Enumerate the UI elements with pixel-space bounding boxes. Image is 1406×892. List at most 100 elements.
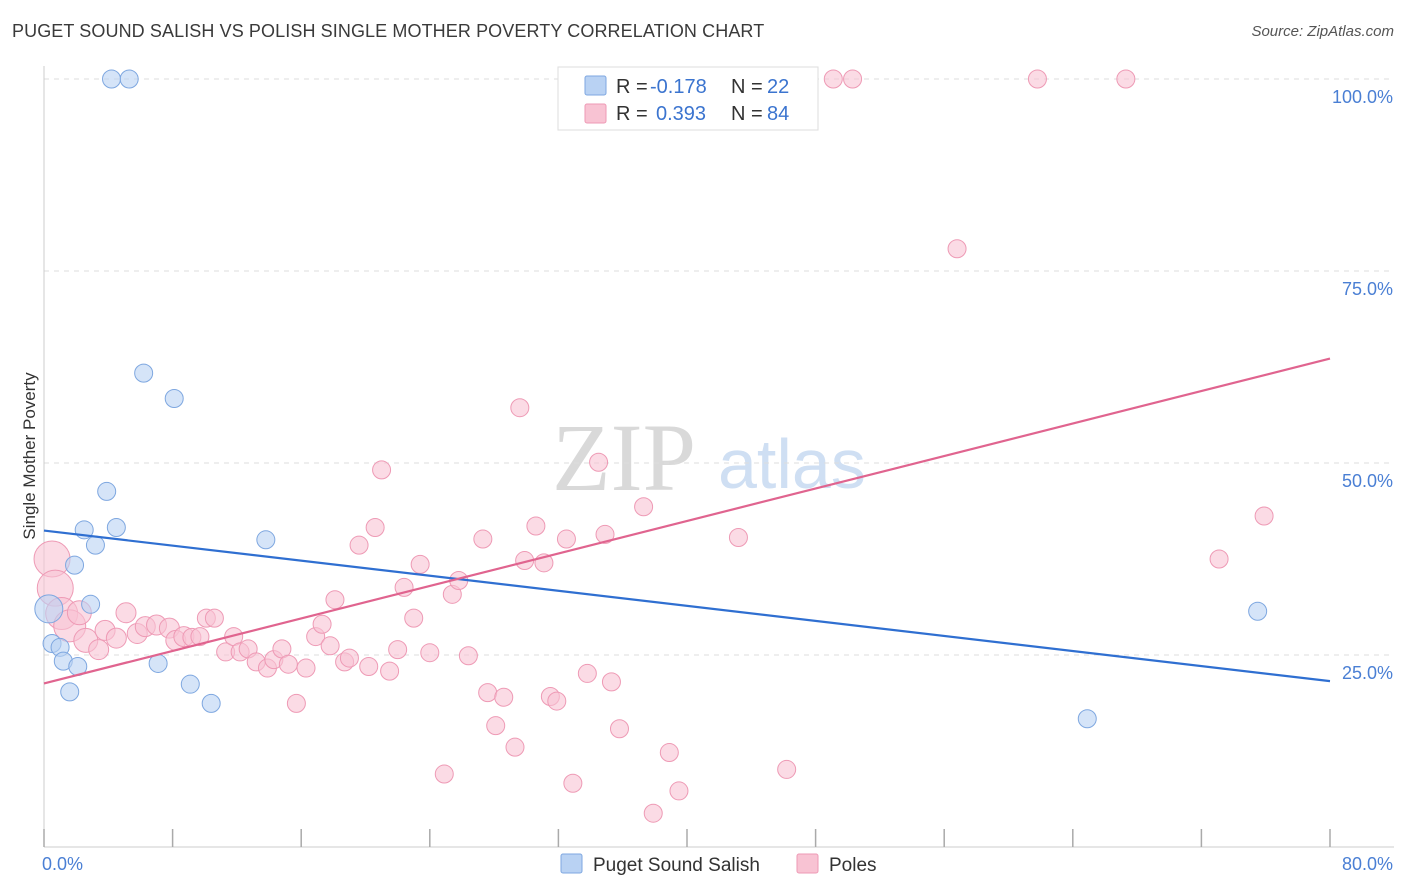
puget-sound-salish-point xyxy=(134,363,154,383)
poles-point xyxy=(473,529,493,549)
puget-sound-salish-point xyxy=(1077,709,1097,729)
poles-point xyxy=(359,657,379,677)
puget-sound-salish-point xyxy=(256,530,276,550)
y-tick-label: 25.0% xyxy=(1342,663,1393,683)
y-axis-label: Single Mother Poverty xyxy=(20,372,39,540)
puget-sound-salish-point xyxy=(34,594,64,624)
y-tick-label: 75.0% xyxy=(1342,279,1393,299)
poles-point xyxy=(494,687,514,707)
poles-point xyxy=(556,529,576,549)
poles-point xyxy=(947,239,967,259)
puget-sound-salish-point xyxy=(106,518,126,538)
legend-n-value: 22 xyxy=(767,76,789,98)
poles-point xyxy=(526,516,546,536)
poles-point xyxy=(410,554,430,574)
poles-point xyxy=(278,654,298,674)
watermark: ZIP atlas xyxy=(552,404,866,511)
poles-point xyxy=(458,646,478,666)
poles-point xyxy=(659,743,679,763)
puget-sound-salish-point xyxy=(85,535,105,555)
poles-point xyxy=(595,524,615,544)
legend-swatch-pink xyxy=(584,103,607,124)
legend-n-value: 84 xyxy=(767,103,789,125)
poles-point xyxy=(88,639,110,661)
puget-sound-salish-point xyxy=(81,594,101,614)
poles-point xyxy=(505,737,525,757)
legend-n-label: N = xyxy=(731,76,763,98)
puget-sound-salish-point xyxy=(65,555,85,575)
poles-point xyxy=(563,773,583,793)
poles-point xyxy=(601,672,621,692)
poles-point xyxy=(204,608,224,628)
puget-sound-salish-point xyxy=(60,682,80,702)
axes xyxy=(43,66,1394,848)
poles-point xyxy=(1254,506,1274,526)
poles-point xyxy=(728,527,748,547)
poles-point xyxy=(312,614,332,634)
poles-point xyxy=(320,636,340,656)
y-tick-label: 100.0% xyxy=(1332,87,1393,107)
poles-point xyxy=(190,627,210,647)
puget-sound-salish-point xyxy=(164,388,184,408)
poles-point xyxy=(634,497,654,517)
watermark-atlas: atlas xyxy=(718,425,866,503)
legend-n-label: N = xyxy=(731,103,763,125)
poles-points xyxy=(33,69,1274,823)
poles-point xyxy=(404,608,424,628)
trend-lines xyxy=(43,357,1331,685)
legend-r-label: R = xyxy=(616,76,648,98)
poles-point xyxy=(349,535,369,555)
poles-point xyxy=(420,643,440,663)
legend-r-label: R = xyxy=(616,103,648,125)
puget-sound-salish-points xyxy=(34,69,1268,729)
poles-point xyxy=(1209,549,1229,569)
poles-point xyxy=(823,69,843,89)
poles-point xyxy=(380,661,400,681)
gridlines xyxy=(44,78,1394,656)
puget-sound-salish-point xyxy=(119,69,139,89)
x-tick-labels: 0.0% 80.0% xyxy=(42,854,1393,874)
poles-point xyxy=(547,691,567,711)
poles-trend-line xyxy=(43,357,1331,685)
poles-point xyxy=(577,663,597,683)
x-tick-label: 0.0% xyxy=(42,854,83,874)
poles-point xyxy=(1116,69,1136,89)
poles-point xyxy=(589,452,609,472)
y-tick-label: 50.0% xyxy=(1342,471,1393,491)
legend-label-puget-sound-salish: Puget Sound Salish xyxy=(593,855,760,876)
poles-point xyxy=(296,658,316,678)
y-tick-labels: 25.0% 50.0% 75.0% 100.0% xyxy=(1332,87,1393,683)
legend-swatch-blue xyxy=(584,75,607,96)
legend-r-value: -0.178 xyxy=(650,76,707,98)
poles-point xyxy=(609,719,629,739)
poles-point xyxy=(478,683,498,703)
poles-point xyxy=(372,460,392,480)
poles-point xyxy=(843,69,863,89)
chart-title: PUGET SOUND SALISH VS POLISH SINGLE MOTH… xyxy=(12,21,765,41)
legend-swatch-poles xyxy=(796,853,819,874)
legend-swatch-puget-sound-salish xyxy=(560,853,583,874)
poles-point xyxy=(365,518,385,538)
poles-point xyxy=(115,602,137,624)
poles-point xyxy=(325,590,345,610)
poles-point xyxy=(339,648,359,668)
puget-sound-salish-point xyxy=(201,693,221,713)
poles-point xyxy=(777,759,797,779)
poles-point xyxy=(643,803,663,823)
x-tick-label: 80.0% xyxy=(1342,854,1393,874)
poles-point xyxy=(510,398,530,418)
legend-label-poles: Poles xyxy=(829,855,877,876)
puget-sound-salish-point xyxy=(97,481,117,501)
correlation-legend: R = -0.178 N = 22 R = 0.393 N = 84 xyxy=(557,66,819,131)
poles-point xyxy=(1027,69,1047,89)
poles-point xyxy=(434,764,454,784)
puget-sound-salish-point xyxy=(1248,601,1268,621)
puget-sound-salish-point xyxy=(180,674,200,694)
poles-point xyxy=(105,627,127,649)
poles-point xyxy=(486,716,506,736)
series-legend: Puget Sound Salish Poles xyxy=(560,853,877,876)
poles-point xyxy=(388,640,408,660)
source-credit: Source: ZipAtlas.com xyxy=(1251,23,1394,40)
puget-sound-salish-point xyxy=(102,69,122,89)
